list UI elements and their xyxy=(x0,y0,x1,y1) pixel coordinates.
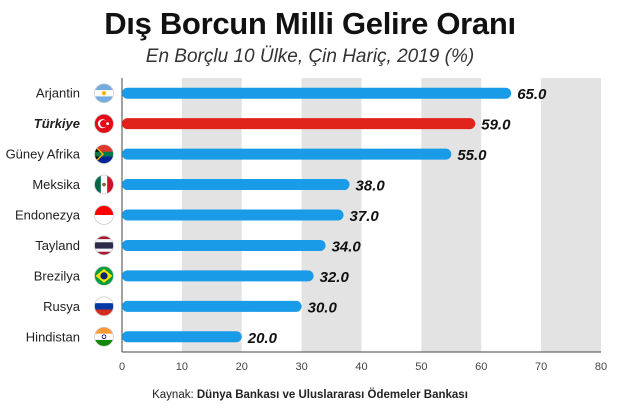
bars-group xyxy=(122,87,512,343)
x-tick-label: 0 xyxy=(119,361,125,373)
category-label-arjantin: Arjantin xyxy=(36,86,80,101)
bar-meksika xyxy=(122,179,350,191)
chart-subtitle: En Borçlu 10 Ülke, Çin Hariç, 2019 (%) xyxy=(145,46,475,67)
x-tick-label: 80 xyxy=(595,361,607,373)
bar-brezilya xyxy=(122,270,314,282)
south-africa-flag-icon xyxy=(94,144,114,165)
bar-endonezya xyxy=(122,209,344,221)
thailand-flag-icon xyxy=(94,235,114,256)
bar-arjantin xyxy=(122,87,512,99)
x-tick-label: 10 xyxy=(176,361,188,373)
brazil-flag-icon xyxy=(94,265,114,286)
x-tick-label: 70 xyxy=(535,361,547,373)
source-prefix: Kaynak: xyxy=(152,389,197,401)
source-text: Dünya Bankası ve Uluslararası Ödemeler B… xyxy=(196,389,468,401)
grid-band xyxy=(541,78,601,352)
category-label-hindistan: Hindistan xyxy=(26,329,80,344)
value-label-turkiye: 59.0 xyxy=(481,117,511,134)
value-label-tayland: 34.0 xyxy=(332,238,362,255)
turkey-flag-icon xyxy=(94,113,114,134)
chart-title: Dış Borcun Milli Gelire Oranı xyxy=(104,6,516,41)
category-label-meksika: Meksika xyxy=(32,177,80,192)
value-label-endonezya: 37.0 xyxy=(350,208,380,225)
flags-group xyxy=(94,83,114,347)
category-label-turkiye: Türkiye xyxy=(34,116,80,131)
russia-flag-icon xyxy=(94,296,114,317)
value-label-meksika: 38.0 xyxy=(356,178,386,195)
x-tick-label: 20 xyxy=(236,361,248,373)
indonesia-flag-icon xyxy=(94,205,114,225)
category-label-endonezya: Endonezya xyxy=(15,208,81,223)
category-label-guney-afrika: Güney Afrika xyxy=(6,147,81,162)
value-label-guney-afrika: 55.0 xyxy=(457,147,487,164)
category-labels: Arjantin Türkiye Güney Afrika Meksika Endone… xyxy=(6,86,81,345)
value-label-rusya: 30.0 xyxy=(308,299,338,316)
bar-hindistan xyxy=(122,331,242,343)
x-tick-label: 30 xyxy=(296,361,308,373)
value-labels: 65.0 59.0 55.0 38.0 37.0 34.0 32.0 30.0 20.0 xyxy=(247,86,547,347)
value-label-arjantin: 65.0 xyxy=(517,86,547,103)
source-note: Kaynak: Dünya Bankası ve Uluslararası Öd… xyxy=(0,389,620,401)
india-flag-icon xyxy=(94,326,114,347)
category-label-rusya: Rusya xyxy=(43,299,81,314)
x-tick-label: 60 xyxy=(475,361,487,373)
x-tick-label: 50 xyxy=(415,361,427,373)
x-tick-label: 40 xyxy=(355,361,367,373)
value-label-hindistan: 20.0 xyxy=(247,330,278,347)
argentina-flag-icon xyxy=(94,83,114,104)
bar-tayland xyxy=(122,239,326,251)
value-label-brezilya: 32.0 xyxy=(320,269,350,286)
category-label-brezilya: Brezilya xyxy=(34,268,81,283)
mexico-flag-icon xyxy=(94,174,114,195)
bar-rusya xyxy=(122,300,302,312)
bar-turkiye xyxy=(122,118,476,130)
category-label-tayland: Tayland xyxy=(35,238,80,253)
bar-guney-afrika xyxy=(122,148,452,160)
